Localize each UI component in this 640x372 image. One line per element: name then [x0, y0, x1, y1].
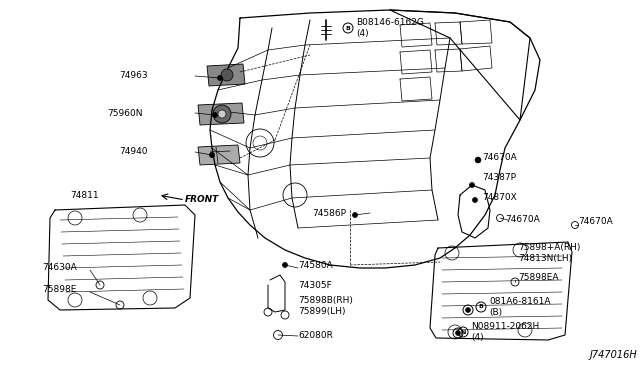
Circle shape	[221, 69, 233, 81]
Text: 75898+A(RH)
74813N(LH): 75898+A(RH) 74813N(LH)	[518, 243, 580, 263]
Text: 74305F: 74305F	[298, 282, 332, 291]
Circle shape	[465, 308, 470, 312]
Circle shape	[282, 263, 287, 267]
Circle shape	[475, 157, 481, 163]
Text: 74811: 74811	[70, 192, 99, 201]
Circle shape	[209, 153, 214, 157]
Text: 74586P: 74586P	[312, 208, 346, 218]
Circle shape	[218, 110, 226, 118]
Text: N: N	[460, 330, 466, 334]
Text: B: B	[346, 26, 351, 31]
Text: 62080R: 62080R	[298, 330, 333, 340]
Text: 74580A: 74580A	[298, 262, 333, 270]
Text: 74387P: 74387P	[482, 173, 516, 183]
Text: 74940: 74940	[120, 148, 148, 157]
Text: J747016H: J747016H	[590, 350, 637, 360]
Text: 081A6-8161A
(B): 081A6-8161A (B)	[489, 297, 550, 317]
Polygon shape	[207, 64, 245, 86]
Text: 75898E: 75898E	[42, 285, 76, 294]
Polygon shape	[198, 103, 244, 125]
Circle shape	[472, 198, 477, 202]
Text: N08911-2062H
(4): N08911-2062H (4)	[471, 322, 540, 342]
Text: 74870X: 74870X	[482, 193, 516, 202]
Circle shape	[212, 112, 218, 118]
Text: 75898EA: 75898EA	[518, 273, 559, 282]
Text: 74670A: 74670A	[578, 218, 612, 227]
Text: 75898B(RH)
75899(LH): 75898B(RH) 75899(LH)	[298, 296, 353, 316]
Text: FRONT: FRONT	[185, 196, 220, 205]
Text: 75960N: 75960N	[108, 109, 143, 118]
Circle shape	[218, 76, 223, 80]
Circle shape	[213, 105, 231, 123]
Circle shape	[456, 330, 461, 336]
Text: B08146-6162G
(4): B08146-6162G (4)	[356, 18, 424, 38]
Text: 74670A: 74670A	[505, 215, 540, 224]
Polygon shape	[198, 145, 240, 165]
Circle shape	[353, 212, 358, 218]
Text: 74963: 74963	[120, 71, 148, 80]
Circle shape	[470, 183, 474, 187]
Text: 74630A: 74630A	[42, 263, 77, 273]
Text: B: B	[479, 305, 483, 310]
Text: 74670A: 74670A	[482, 154, 516, 163]
